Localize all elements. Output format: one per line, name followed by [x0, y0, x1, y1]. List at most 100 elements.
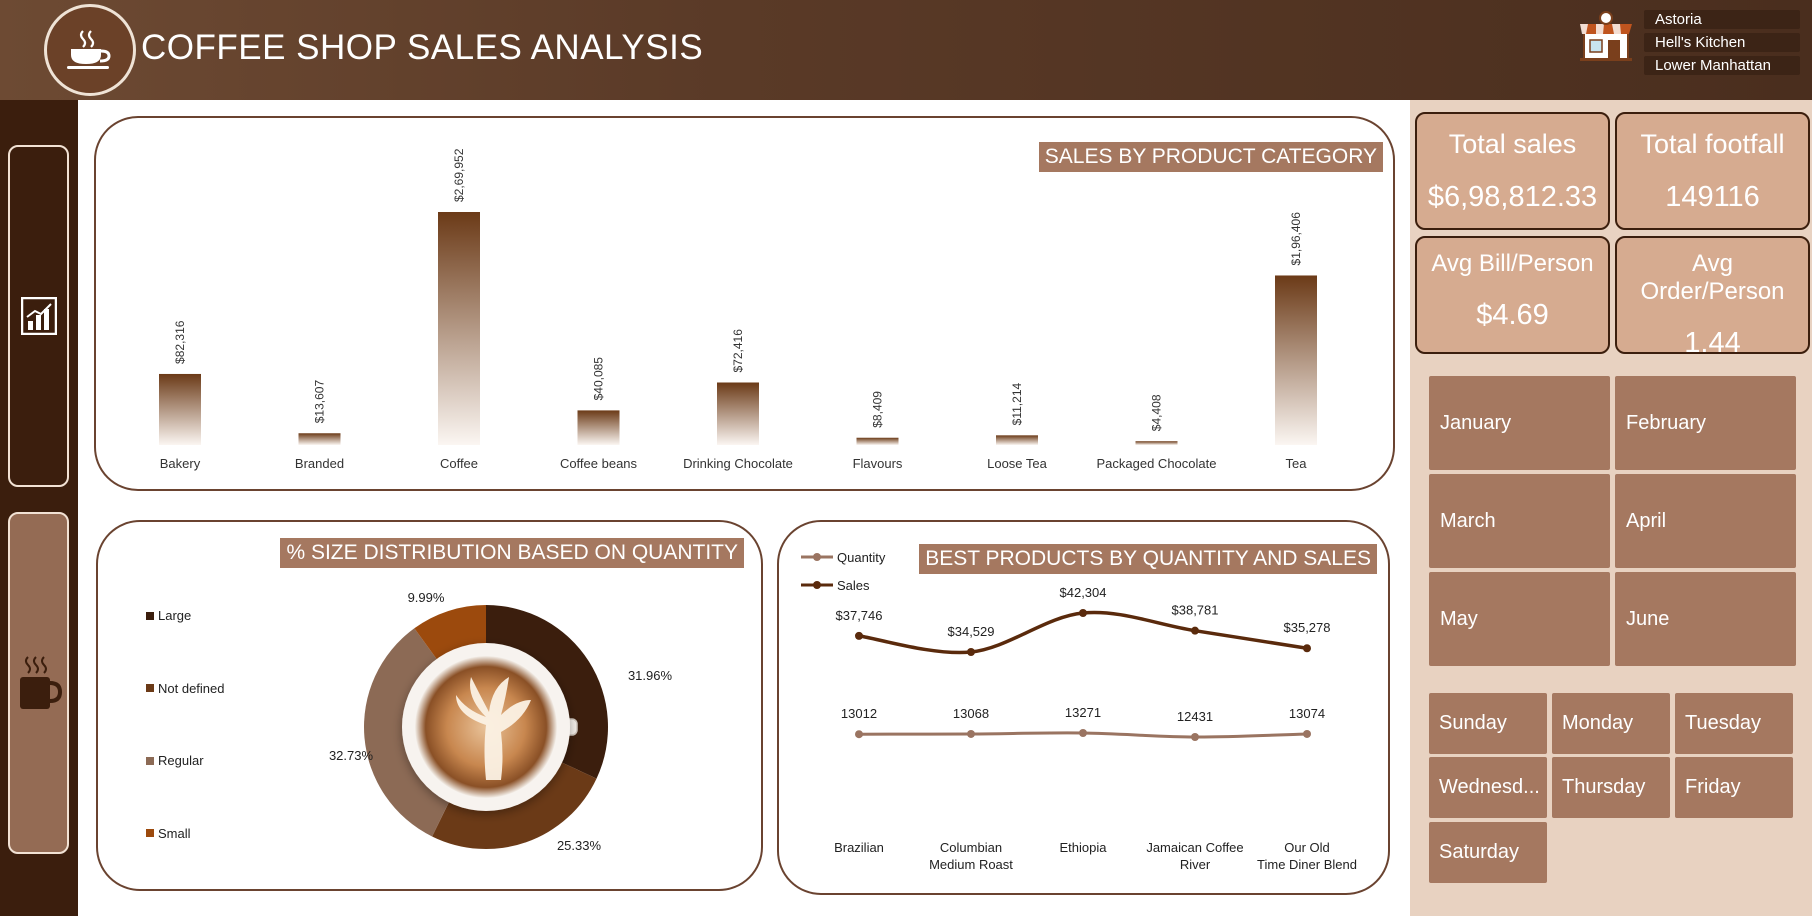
- line-point-sales: [1303, 644, 1311, 653]
- legend-swatch: [146, 684, 154, 692]
- filter-panel: Total sales $6,98,812.33 Total footfall …: [1410, 100, 1812, 916]
- day-button-wednesday[interactable]: Wednesd...: [1429, 757, 1547, 818]
- line-chart: Quantity Sales 13012 13068 13271 12431 13074 $…: [801, 550, 1357, 872]
- sidebar-item-products[interactable]: [8, 512, 69, 854]
- line-point-quantity: [1191, 733, 1199, 741]
- bar-data-label: $8,409: [871, 391, 885, 428]
- bar-branded: [298, 433, 341, 445]
- bar-data-label: $1,96,406: [1289, 212, 1303, 266]
- line-point-sales: [855, 631, 863, 640]
- bar-category-label: Packaged Chocolate: [1097, 456, 1217, 471]
- bar-category-label: Branded: [295, 456, 344, 471]
- kpi-avg-order: Avg Order/Person 1.44: [1615, 236, 1810, 359]
- legend-label: Large: [158, 608, 192, 623]
- line-data-label: $38,781: [1172, 603, 1219, 618]
- month-button-february[interactable]: February: [1615, 376, 1796, 470]
- location-item-hells-kitchen[interactable]: Hell's Kitchen: [1644, 33, 1800, 52]
- line-point-sales: [1191, 626, 1199, 635]
- line-category-label: Columbian Medium Roast: [929, 840, 1013, 872]
- line-data-label: 12431: [1177, 709, 1213, 724]
- kpi-value: 1.44: [1684, 327, 1741, 359]
- line-data-label: 13012: [841, 706, 877, 721]
- pie-data-label: 32.73%: [329, 748, 374, 763]
- day-button-monday[interactable]: Monday: [1552, 693, 1670, 754]
- chart-title: SALES BY PRODUCT CATEGORY: [1038, 142, 1383, 172]
- legend-label: Not defined: [158, 680, 225, 696]
- kpi-label: Avg Order/Person: [1640, 250, 1785, 305]
- day-button-friday[interactable]: Friday: [1675, 757, 1793, 818]
- coffee-cup-icon: [67, 30, 111, 69]
- location-filter: Astoria Hell's Kitchen Lower Manhattan: [1644, 10, 1800, 79]
- line-point-sales: [967, 648, 975, 656]
- bar-chart: $82,316 Bakery $13,607 Branded $2,69,952 Coff…: [159, 148, 1317, 471]
- line-point-quantity: [967, 729, 975, 738]
- line-category-label: Jamaican Coffee River: [1146, 840, 1243, 872]
- bar-flavours: [856, 437, 899, 445]
- line-data-label: $35,278: [1284, 620, 1331, 635]
- bar-chart-icon: [20, 297, 57, 335]
- bar-data-label: $4,408: [1150, 394, 1164, 431]
- line-point-quantity: [855, 730, 863, 739]
- kpi-value: $4.69: [1476, 299, 1549, 331]
- line-category-label: Ethiopia: [1060, 840, 1108, 855]
- kpi-label: Avg Bill/Person: [1431, 250, 1594, 277]
- kpi-avg-bill: Avg Bill/Person $4.69: [1415, 236, 1610, 354]
- line-point-quantity: [1303, 729, 1311, 738]
- day-button-sunday[interactable]: Sunday: [1429, 693, 1547, 754]
- sidebar-item-dashboard[interactable]: [8, 145, 69, 487]
- page-title: COFFEE SHOP SALES ANALYSIS: [141, 28, 704, 67]
- line-data-label: 13271: [1065, 705, 1101, 720]
- line-series-sales: [858, 610, 1308, 655]
- bar-data-label: $72,416: [731, 329, 745, 373]
- chart-title: BEST PRODUCTS BY QUANTITY AND SALES: [919, 544, 1377, 574]
- location-item-astoria[interactable]: Astoria: [1644, 10, 1800, 29]
- line-category-label: Our Old Time Diner Blend: [1257, 840, 1357, 872]
- bar-category-label: Bakery: [160, 456, 201, 471]
- legend-label: Small: [158, 825, 191, 841]
- pie-data-label: 9.99%: [408, 590, 445, 605]
- line-data-label: $37,746: [836, 608, 883, 623]
- bar-loose-tea: [996, 435, 1038, 445]
- logo: [44, 4, 136, 96]
- day-button-tuesday[interactable]: Tuesday: [1675, 693, 1793, 754]
- bar-drinking-chocolate: [717, 382, 759, 445]
- day-button-saturday[interactable]: Saturday: [1429, 822, 1547, 883]
- month-button-march[interactable]: March: [1429, 474, 1610, 568]
- sales-by-category-card: SALES BY PRODUCT CATEGORY $82,316 Bakery $…: [94, 116, 1395, 491]
- pie-data-label: 25.33%: [557, 838, 602, 853]
- line-data-label: $34,529: [948, 624, 995, 639]
- bar-category-label: Flavours: [853, 456, 903, 471]
- legend-label: Regular: [158, 753, 204, 768]
- month-button-january[interactable]: January: [1429, 376, 1610, 470]
- coffee-mug-icon: [19, 656, 62, 709]
- pie-data-label: 31.96%: [628, 668, 673, 683]
- line-point-sales: [1079, 609, 1087, 617]
- location-item-lower-manhattan[interactable]: Lower Manhattan: [1644, 56, 1800, 75]
- month-button-june[interactable]: June: [1615, 572, 1796, 666]
- best-products-card: BEST PRODUCTS BY QUANTITY AND SALES Quan…: [777, 520, 1390, 895]
- sidebar: [0, 100, 78, 916]
- bar-coffee-beans: [577, 410, 620, 445]
- legend-item-regular: Regular: [146, 753, 204, 768]
- day-button-thursday[interactable]: Thursday: [1552, 757, 1670, 818]
- pie-chart: 31.96% 25.33% 32.73% 9.99%: [329, 590, 673, 853]
- line-category-label: Brazilian: [834, 840, 884, 855]
- legend-swatch: [146, 756, 154, 765]
- kpi-total-sales: Total sales $6,98,812.33: [1415, 112, 1610, 230]
- month-button-may[interactable]: May: [1429, 572, 1610, 666]
- line-data-label: $42,304: [1060, 585, 1107, 600]
- bar-category-label: Loose Tea: [987, 456, 1048, 471]
- bar-data-label: $82,316: [173, 320, 187, 364]
- legend-label: Quantity: [837, 550, 886, 565]
- legend-label: Sales: [837, 578, 870, 593]
- storefront-icon: [1578, 10, 1634, 62]
- bar-data-label: $11,214: [1010, 383, 1024, 426]
- bar-packaged-chocolate: [1135, 441, 1178, 445]
- legend-item-not-defined: Not defined: [146, 681, 225, 696]
- size-distribution-card: % SIZE DISTRIBUTION BASED ON QUANTITY La…: [96, 520, 763, 891]
- legend-marker: [813, 553, 821, 561]
- bar-data-label: $40,085: [592, 357, 606, 401]
- month-button-april[interactable]: April: [1615, 474, 1796, 568]
- bar-category-label: Coffee beans: [560, 456, 638, 471]
